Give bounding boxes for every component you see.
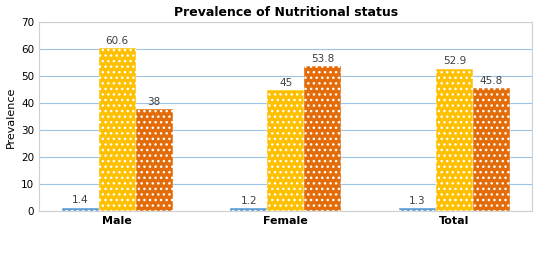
Text: 1.3: 1.3 [409,196,426,206]
Bar [136,109,173,211]
Text: 38: 38 [147,97,161,107]
Bar [473,88,510,211]
Bar [436,69,473,211]
Bar [399,208,436,211]
Text: 45: 45 [279,78,292,88]
Text: 60.6: 60.6 [105,36,129,46]
Text: 45.8: 45.8 [480,76,503,86]
Bar [305,66,342,211]
Bar [267,90,305,211]
Text: 53.8: 53.8 [312,54,335,64]
Title: Prevalence of Nutritional status: Prevalence of Nutritional status [174,6,398,18]
Text: 52.9: 52.9 [443,56,466,66]
Bar [230,208,267,211]
Text: 1.4: 1.4 [72,195,88,205]
Legend: Overweight, Obese-I, Obese-II: Overweight, Obese-I, Obese-II [172,269,400,271]
Bar [61,208,98,211]
Bar [98,48,136,211]
Y-axis label: Prevalence: Prevalence [5,86,16,148]
Text: 1.2: 1.2 [240,196,257,206]
